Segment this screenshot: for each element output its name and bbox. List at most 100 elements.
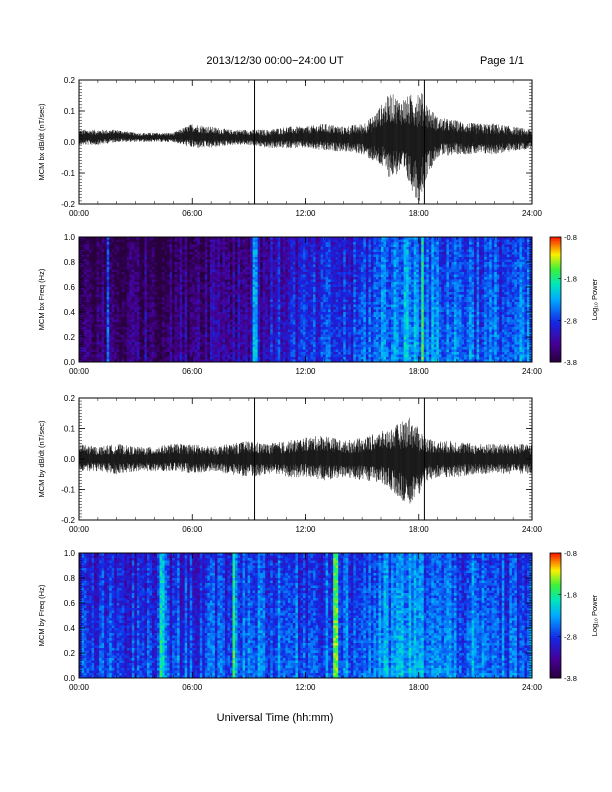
spectrogram-cell: [126, 279, 130, 283]
spectrogram-cell: [129, 319, 133, 323]
spectrogram-cell: [101, 239, 105, 243]
spectrogram-cell: [260, 302, 264, 305]
spectrogram-cell: [297, 259, 301, 263]
spectrogram-cell: [202, 319, 206, 323]
spectrogram-cell: [172, 297, 176, 300]
spectrogram-cell: [285, 287, 289, 290]
spectrogram-cell: [189, 239, 193, 243]
spectrogram-cell: [242, 274, 246, 278]
spectrogram-cell: [242, 307, 246, 310]
spectrogram-cell: [124, 289, 128, 293]
spectrogram-cell: [89, 239, 92, 243]
spectrogram-cell: [302, 242, 306, 245]
spectrogram-cell: [212, 247, 216, 250]
spectrogram-cell: [184, 244, 188, 248]
spectrogram-cell: [141, 282, 145, 285]
spectrogram-cell: [308, 257, 311, 260]
spectrogram-cell: [227, 287, 231, 290]
spectrogram-cell: [99, 304, 103, 308]
spectrogram-cell: [237, 354, 241, 358]
spectrogram-cell: [242, 344, 246, 348]
spectrogram-cell: [101, 349, 105, 353]
spectrogram-cell: [114, 284, 118, 288]
x-tick-label: 12:00: [295, 209, 316, 218]
spectrogram-cell: [89, 319, 92, 323]
spectrogram-cell: [187, 304, 191, 308]
spectrogram-cell: [265, 304, 269, 308]
spectrogram-cell: [194, 282, 198, 285]
spectrogram-cell: [197, 284, 201, 288]
spectrogram-cell: [106, 302, 110, 305]
spectrogram-cell: [245, 304, 249, 308]
spectrogram-cell: [204, 332, 208, 335]
spectrogram-cell: [230, 324, 233, 328]
spectrogram-cell: [94, 327, 98, 330]
spectrogram-cell: [154, 297, 158, 300]
spectrogram-cell: [136, 312, 140, 315]
spectrogram-cell: [204, 254, 208, 258]
spectrogram-cell: [214, 349, 218, 353]
spectrogram-cell: [84, 312, 87, 315]
spectrogram-cell: [121, 299, 125, 303]
spectrogram-cell: [162, 252, 165, 255]
spectrogram-cell: [91, 297, 95, 300]
spectrogram-cell: [272, 322, 276, 325]
spectrogram-cell: [121, 284, 125, 288]
spectrogram-cell: [287, 322, 291, 325]
spectrogram-cell: [119, 329, 123, 333]
spectrogram-cell: [302, 309, 306, 313]
spectrogram-cell: [280, 277, 284, 280]
spectrogram-cell: [240, 277, 243, 280]
spectrogram-cell: [136, 329, 140, 333]
spectrogram-cell: [159, 304, 163, 308]
spectrogram-cell: [300, 312, 304, 315]
spectrogram-cell: [277, 257, 281, 260]
spectrogram-cell: [285, 347, 289, 350]
spectrogram-cell: [197, 342, 201, 345]
spectrogram-cell: [270, 352, 274, 355]
spectrogram-cell: [277, 337, 281, 340]
spectrogram-cell: [121, 319, 125, 323]
spectrogram-cell: [89, 287, 92, 290]
spectrogram-cell: [101, 292, 105, 295]
spectrogram-cell: [111, 322, 115, 325]
spectrogram-cell: [285, 244, 289, 248]
spectrogram-cell: [96, 274, 100, 278]
spectrogram-cell: [202, 334, 206, 338]
spectrogram-cell: [164, 304, 168, 308]
spectrogram-cell: [204, 349, 208, 353]
spectrogram-cell: [96, 314, 100, 318]
spectrogram-cell: [149, 324, 153, 328]
spectrogram-cell: [144, 282, 148, 285]
spectrogram-cell: [177, 357, 181, 360]
spectrogram-cell: [131, 264, 135, 268]
spectrogram-cell: [255, 292, 259, 295]
spectrogram-cell: [235, 339, 238, 343]
spectrogram-cell: [149, 347, 153, 350]
spectrogram-cell: [136, 347, 140, 350]
spectrogram-cell: [300, 292, 304, 295]
spectrogram-cell: [109, 349, 113, 353]
spectrogram-cell: [141, 332, 145, 335]
spectrogram-cell: [262, 317, 266, 320]
spectrogram-cell: [287, 294, 291, 298]
spectrogram-cell: [109, 334, 113, 338]
spectrogram-cell: [297, 319, 301, 323]
spectrogram-cell: [315, 262, 319, 265]
spectrogram-cell: [101, 279, 105, 283]
spectrogram-cell: [277, 262, 281, 265]
spectrogram-cell: [114, 287, 118, 290]
spectrogram-cell: [149, 344, 153, 348]
spectrogram-cell: [104, 267, 108, 270]
spectrogram-cell: [252, 337, 256, 340]
spectrogram-cell: [227, 354, 231, 358]
spectrogram-cell: [315, 259, 319, 263]
spectrogram-cell: [245, 242, 249, 245]
spectrogram-cell: [144, 239, 148, 243]
spectrogram-cell: [302, 349, 306, 353]
spectrogram-cell: [164, 254, 168, 258]
spectrogram-cell: [282, 329, 286, 333]
spectrogram-cell: [149, 357, 153, 360]
spectrogram-cell: [94, 347, 98, 350]
spectrogram-cell: [277, 329, 281, 333]
